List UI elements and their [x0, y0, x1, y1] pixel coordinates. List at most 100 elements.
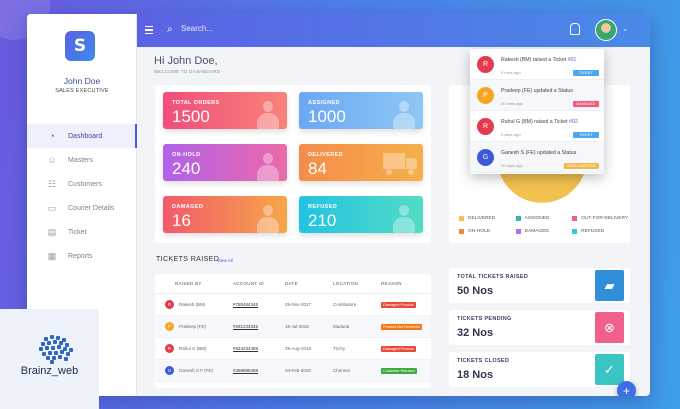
stat-card-assigned[interactable]: ASSIGNED 1000: [299, 92, 423, 129]
location-cell: Trichy: [333, 346, 346, 351]
column-header[interactable]: DATE: [285, 281, 298, 286]
ticket-ref: #02: [569, 119, 578, 125]
legend-item: ASSIGNED: [515, 216, 573, 221]
stat-card-damaged[interactable]: DAMAGED 16: [163, 196, 287, 233]
notification-message: Ganesh S (FE) updated a Status: [501, 150, 577, 156]
sidebar-nav: ◔ Dashboard ☺ Masters ☷ Customers ▭ Courier Det…: [27, 124, 137, 268]
sidebar-item-customers[interactable]: ☷ Customers: [27, 172, 137, 196]
sidebar-item-label: Customers: [68, 180, 102, 188]
account-id-link[interactable]: #824234389: [233, 346, 259, 351]
tickets-title: TICKETS RAISED: [156, 256, 220, 263]
total-label: TICKETS CLOSED: [457, 358, 510, 364]
raised-by-cell: P Pradeep (FE): [155, 322, 233, 331]
avatar: P: [165, 322, 174, 331]
total-card-1[interactable]: TICKETS PENDING 32 Nos ⊗: [449, 310, 630, 345]
person-icon: [393, 101, 415, 129]
table-header: RAISED BY ACCOUNT ID DATE LOCATION REASON: [155, 274, 431, 294]
notification-item[interactable]: R Rahul G (BM) raised a Ticket #02 5 days …: [470, 111, 604, 142]
location-cell: Coimbatore: [333, 302, 357, 307]
legend-label: REFUSED: [581, 229, 605, 234]
sidebar-item-reports[interactable]: ▦ Reports: [27, 244, 137, 268]
hamburger-menu-icon[interactable]: [145, 26, 153, 34]
legend-item: REFUSED: [572, 229, 629, 234]
search-icon[interactable]: ⌕: [167, 24, 173, 35]
table-row[interactable]: R Rakesh (BM) #785484345 29-Nov-2017 Coimbat…: [155, 294, 431, 316]
column-header[interactable]: RAISED BY: [175, 281, 202, 286]
notification-item[interactable]: R Rakesh (BM) raised a Ticket #01 5 mins a…: [470, 49, 604, 80]
sidebar: S John Doe SALES EXECUTIVE ◔ Dashboard ☺ Ma…: [27, 14, 137, 396]
stat-card-total orders[interactable]: TOTAL ORDERS 1500: [163, 92, 287, 129]
delivered-slice: [499, 171, 585, 203]
legend-swatch: [515, 216, 521, 221]
chart-legend: DELIVERED ASSIGNED OUT-FOR-DELIVERY ON-HOLD…: [459, 216, 629, 242]
sidebar-item-ticket[interactable]: ▤ Ticket: [27, 220, 137, 244]
notification-item[interactable]: P Pradeep (FE) updated a Status 20 mins ag…: [470, 80, 604, 111]
notification-time: 5 mins ago: [501, 70, 521, 75]
notification-text: Pradeep (FE) updated a Status: [501, 88, 573, 94]
reason-cell: Damaged Product: [381, 346, 431, 352]
stat-card-on-hold[interactable]: ON-HOLD 240: [163, 144, 287, 181]
raised-by-name: Rahul G (BM): [179, 346, 207, 351]
raised-by-name: Ganesh S F (FE): [179, 368, 214, 373]
person-icon: [257, 101, 279, 129]
account-id-link[interactable]: #368985488: [233, 368, 259, 373]
user-role: SALES EXECUTIVE: [55, 88, 109, 94]
reason-cell: Customer Refused: [381, 368, 431, 374]
total-card-2[interactable]: TICKETS CLOSED 18 Nos ✓: [449, 352, 630, 387]
user-avatar[interactable]: [595, 19, 617, 41]
sidebar-item-masters[interactable]: ☺ Masters: [27, 148, 137, 172]
column-header[interactable]: LOCATION: [333, 281, 359, 286]
table-row[interactable]: G Ganesh S F (FE) #368985488 04-Feb-2018 Che…: [155, 360, 431, 382]
notification-message: Rakesh (BM) raised a Ticket: [501, 57, 568, 63]
stat-value: 16: [172, 211, 191, 230]
notification-badge: HOLD-INSTOCK: [564, 163, 599, 169]
reason-badge: Product Not Received: [381, 324, 422, 330]
notification-time: 20 mins ago: [501, 101, 523, 106]
account-id-link[interactable]: #785484345: [233, 302, 259, 307]
ticket-icon: ▤: [47, 226, 57, 237]
avatar: P: [477, 87, 494, 104]
reason-badge: Damaged Product: [381, 302, 416, 308]
legend-item: ON-HOLD: [459, 229, 516, 234]
chevron-down-icon[interactable]: ⌄: [622, 26, 628, 33]
table-row[interactable]: R Rahul G (BM) #824234389 29-Aug-2018 Trichy…: [155, 338, 431, 360]
greeting-subtitle: WELCOME TO DASHBOARD: [154, 69, 221, 74]
app-logo[interactable]: S: [65, 31, 95, 61]
legend-label: OUT-FOR-DELIVERY: [581, 216, 629, 221]
search-input[interactable]: [181, 24, 301, 33]
stats-panel: TOTAL ORDERS 1500 ASSIGNED 1000 ON-HOLD 240 DE…: [155, 85, 431, 243]
legend-swatch: [572, 216, 578, 221]
column-header[interactable]: REASON: [381, 281, 402, 286]
legend-item: OUT-FOR-DELIVERY: [572, 216, 629, 221]
brand-name: Brainz_web: [20, 365, 79, 377]
notification-item[interactable]: G Ganesh S (FE) updated a Status 20 days a…: [470, 142, 604, 173]
total-card-0[interactable]: TOTAL TICKETS RAISED 50 Nos ▰: [449, 268, 630, 303]
closed-icon: ✓: [595, 354, 624, 385]
raised-by-cell: R Rahul G (BM): [155, 344, 233, 353]
sidebar-item-label: Ticket: [68, 228, 87, 236]
notification-badge: DAMAGED: [573, 101, 599, 107]
stat-value: 1000: [308, 107, 346, 126]
account-id-link[interactable]: #281234345: [233, 324, 259, 329]
notification-text: Ganesh S (FE) updated a Status: [501, 150, 576, 156]
notification-badge: TICKET: [573, 132, 599, 138]
brainz-logo-icon: [36, 335, 74, 365]
legend-label: DELIVERED: [468, 216, 496, 221]
raised-by-cell: G Ganesh S F (FE): [155, 366, 233, 375]
table-row[interactable]: P Pradeep (FE) #281234345 18-Jul-2018 Madura…: [155, 316, 431, 338]
legend-swatch: [459, 229, 464, 234]
stat-card-refused[interactable]: REFUSED 210: [299, 196, 423, 233]
column-header[interactable]: ACCOUNT ID: [233, 281, 264, 286]
view-all-link[interactable]: View All: [217, 258, 233, 263]
bell-icon[interactable]: [570, 23, 580, 35]
sidebar-item-courier-details[interactable]: ▭ Courier Details: [27, 196, 137, 220]
add-button[interactable]: +: [617, 381, 636, 396]
sidebar-item-dashboard[interactable]: ◔ Dashboard: [27, 124, 137, 148]
reports-icon: ▦: [47, 250, 57, 261]
truck-icon: [383, 153, 417, 175]
legend-item: DELIVERED: [459, 216, 516, 221]
avatar: R: [477, 56, 494, 73]
stat-card-delivered[interactable]: DELIVERED 84: [299, 144, 423, 181]
dashboard-window: S John Doe SALES EXECUTIVE ◔ Dashboard ☺ Ma…: [27, 14, 650, 396]
tickets-table: RAISED BY ACCOUNT ID DATE LOCATION REASON R Ra…: [155, 274, 431, 388]
